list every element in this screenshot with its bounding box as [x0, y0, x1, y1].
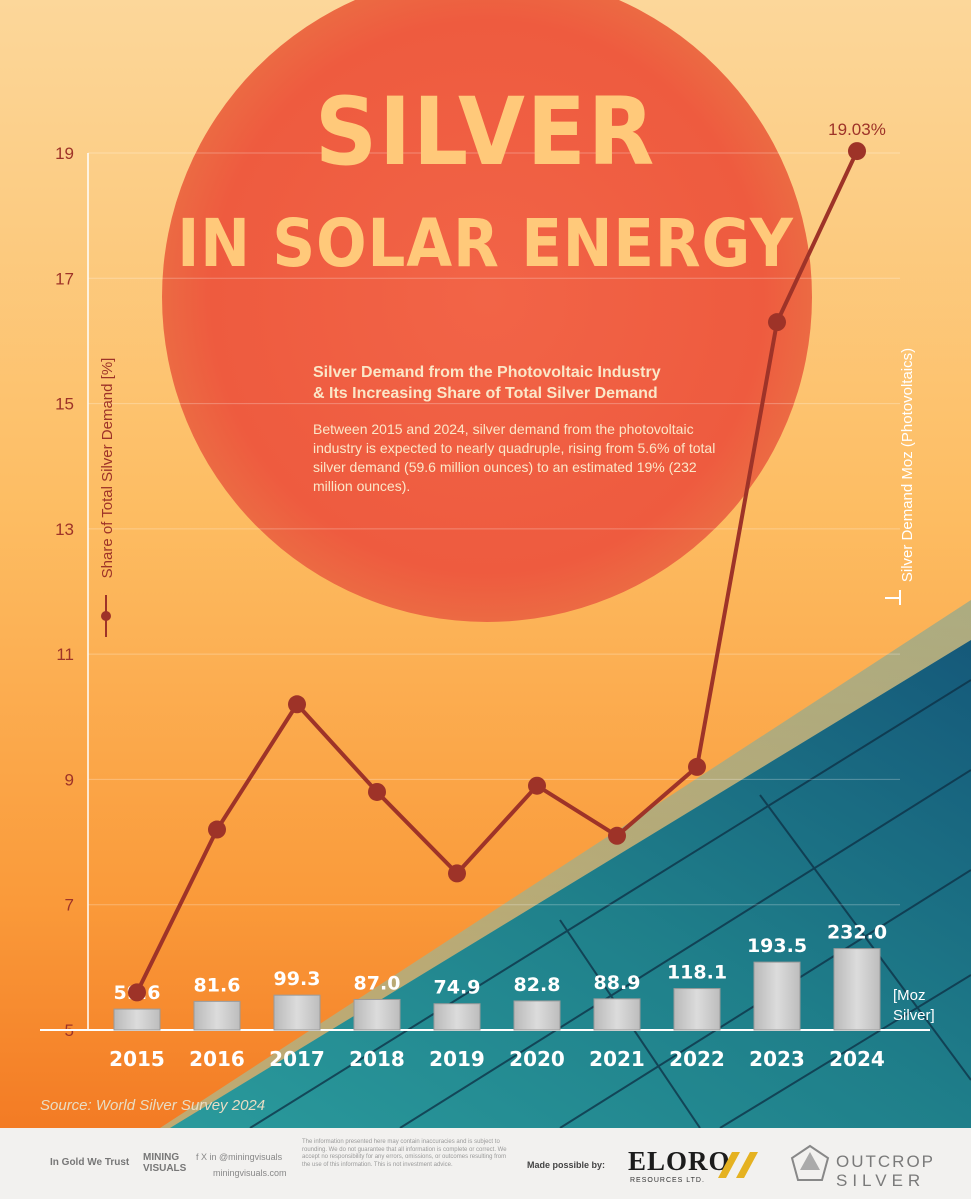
y-tick-label: 7	[65, 896, 74, 915]
x-tick-label: 2017	[269, 1047, 325, 1071]
bar-value-label: 87.0	[354, 972, 401, 994]
disclaimer: The information presented here may conta…	[302, 1139, 507, 1168]
share-line	[135, 150, 859, 994]
bar	[353, 998, 401, 1031]
bar	[753, 961, 801, 1031]
bar-value-label: 99.3	[274, 968, 321, 990]
bar-value-label: 232.0	[827, 922, 887, 944]
sun-circle	[162, 0, 812, 622]
x-tick-label: 2022	[669, 1047, 725, 1071]
website-link: miningvisuals.com	[213, 1168, 287, 1178]
y-tick-label: 19	[55, 144, 74, 163]
bar	[833, 948, 881, 1031]
share-last-label: 19.03%	[828, 120, 886, 139]
share-point	[288, 695, 306, 714]
mining-visuals-logo: MINING VISUALS	[143, 1152, 186, 1174]
solar-panel-glare	[160, 600, 971, 1128]
bar-value-label: 118.1	[667, 962, 727, 984]
description: Between 2015 and 2024, silver demand fro…	[313, 421, 716, 494]
subtitle-line-2: & Its Increasing Share of Total Silver D…	[313, 385, 658, 402]
source-note: Source: World Silver Survey 2024	[40, 1097, 266, 1114]
share-point	[448, 864, 466, 883]
subtitle: Silver Demand from the Photovoltaic Indu…	[313, 362, 733, 404]
eloro-logo-subtext: RESOURCES LTD.	[630, 1177, 705, 1184]
x-tick-label: 2020	[509, 1047, 565, 1071]
share-point	[368, 782, 386, 801]
title-line-2: IN SOLAR ENERGY	[177, 205, 794, 282]
bar	[673, 988, 721, 1031]
y-tick-label: 15	[55, 395, 74, 414]
share-point	[608, 826, 626, 845]
bar-value-label: 82.8	[514, 974, 561, 996]
share-point	[768, 313, 786, 332]
outcrop-logo-line-2: SILVER	[836, 1171, 926, 1190]
unit-label-line-2: Silver]	[893, 1007, 935, 1024]
bar	[593, 998, 641, 1031]
subtitle-line-1: Silver Demand from the Photovoltaic Indu…	[313, 364, 661, 381]
background: 579111315171959.6201581.6201699.3201787.…	[0, 0, 971, 1128]
in-gold-we-trust-logo: In Gold We Trust	[50, 1157, 130, 1168]
bar	[113, 1008, 161, 1031]
y-tick-label: 17	[55, 269, 74, 288]
share-point	[848, 142, 866, 161]
social-handle: f X in @miningvisuals	[196, 1152, 283, 1162]
share-point	[688, 757, 706, 776]
x-tick-label: 2024	[829, 1047, 885, 1071]
share-point	[128, 983, 146, 1002]
footer: In Gold We Trust MINING VISUALS f X in @…	[0, 1128, 971, 1199]
made-possible-label: Made possible by:	[527, 1160, 606, 1170]
bar-value-label: 88.9	[594, 972, 641, 994]
y-left-legend-dot	[101, 611, 111, 621]
unit-label-line-1: [Moz	[893, 987, 926, 1004]
mining-visuals-line-1: MINING	[143, 1152, 180, 1163]
bar-value-label: 81.6	[194, 974, 241, 996]
x-tick-label: 2018	[349, 1047, 405, 1071]
y-tick-label: 9	[65, 770, 74, 789]
x-tick-label: 2016	[189, 1047, 245, 1071]
bar-value-label: 193.5	[747, 935, 807, 957]
solar-panel-lines	[249, 679, 971, 1128]
mining-visuals-line-2: VISUALS	[143, 1163, 187, 1174]
bar-value-label: 74.9	[434, 977, 481, 999]
bar	[193, 1000, 241, 1031]
y-tick-label: 13	[55, 520, 74, 539]
outcrop-mark-icon	[790, 1144, 830, 1181]
x-tick-label: 2021	[589, 1047, 645, 1071]
chart: 579111315171959.6201581.6201699.3201787.…	[40, 120, 935, 1071]
bar	[513, 1000, 561, 1031]
bar	[433, 1003, 481, 1031]
x-tick-label: 2023	[749, 1047, 805, 1071]
bar	[273, 994, 321, 1031]
eloro-logo-text: ELORO	[628, 1146, 731, 1176]
share-point	[208, 820, 226, 839]
title-line-1: SILVER	[314, 78, 657, 187]
y-left-axis-title: Share of Total Silver Demand [%]	[99, 358, 116, 579]
outcrop-logo-line-1: OUTCROP	[836, 1152, 935, 1171]
share-point	[528, 776, 546, 795]
y-tick-label: 11	[56, 645, 74, 664]
y-right-axis-title: Silver Demand Moz (Photovoltaics)	[899, 348, 916, 582]
eloro-mark-icon	[718, 1152, 758, 1178]
x-tick-label: 2019	[429, 1047, 485, 1071]
x-tick-label: 2015	[109, 1047, 165, 1071]
